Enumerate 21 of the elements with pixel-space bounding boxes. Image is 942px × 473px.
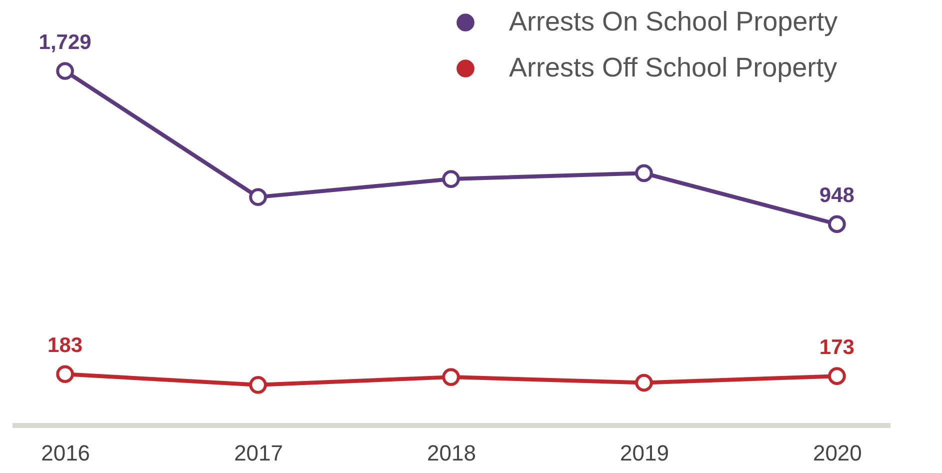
- x-tick-label: 2017: [234, 440, 284, 466]
- point: [635, 164, 653, 182]
- x-tick-label: 2018: [427, 440, 476, 466]
- point: [56, 365, 74, 384]
- data-label: 948: [819, 184, 855, 208]
- point: [828, 215, 846, 234]
- point: [442, 368, 460, 386]
- point: [635, 374, 653, 392]
- legend-label: Arrests Off School Property: [509, 52, 838, 82]
- x-tick-label: 2016: [41, 440, 90, 466]
- point: [249, 188, 267, 206]
- point: [249, 376, 267, 394]
- data-label: 173: [819, 336, 854, 360]
- data-label: 183: [48, 334, 83, 358]
- legend-label: Arrests On School Property: [509, 6, 838, 36]
- point: [828, 367, 846, 385]
- x-tick-label: 2019: [620, 440, 669, 466]
- point: [442, 170, 460, 188]
- data-label: 1,729: [38, 31, 92, 54]
- point: [56, 62, 74, 80]
- x-tick-label: 2020: [812, 440, 862, 466]
